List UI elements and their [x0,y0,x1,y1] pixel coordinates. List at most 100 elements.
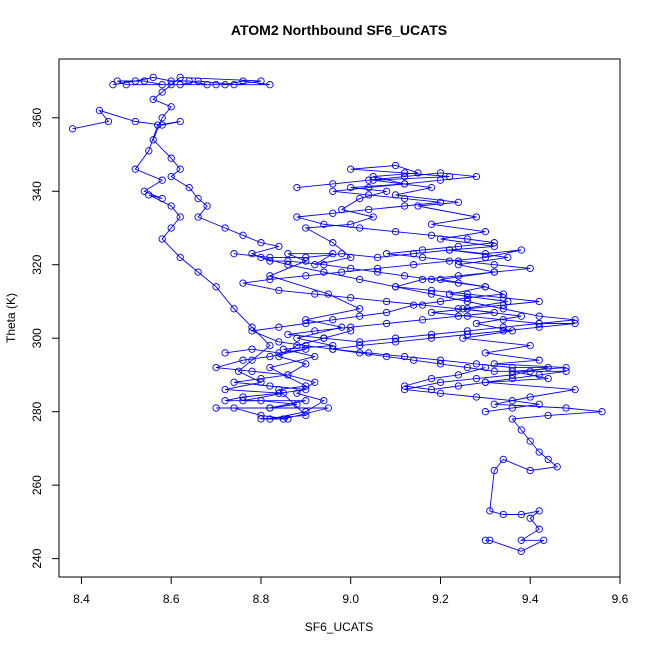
data-point [329,345,337,353]
data-point [427,290,436,298]
data-point [293,213,301,221]
data-point [109,81,117,89]
data-point [203,81,211,89]
data-point [302,319,310,328]
data-point [302,253,310,262]
data-point [140,77,148,85]
data-point [382,308,391,317]
data-point [248,327,256,335]
data-point [167,172,175,181]
data-point [454,382,463,390]
data-point [176,165,184,173]
data-point [149,136,157,144]
data-point [248,323,256,331]
data-point [248,250,256,258]
data-point [409,356,418,364]
data-point [293,389,301,397]
data-point [409,261,418,269]
data-point [490,367,498,375]
data-point [356,275,364,284]
data-point [400,194,409,203]
data-point [418,275,427,284]
data-point [400,272,409,280]
data-point [454,305,463,313]
data-point [418,253,427,262]
data-point [311,352,319,361]
chart-title: ATOM2 Northbound SF6_UCATS [231,22,447,38]
data-point [463,297,472,306]
data-point [499,455,507,464]
data-point [167,202,175,210]
data-point [409,301,418,309]
data-point [347,165,355,173]
data-point [230,250,238,258]
data-point [365,183,373,192]
x-tick-label: 8.4 [73,592,90,606]
data-point [463,305,472,313]
data-point [311,290,319,298]
y-axis: 240 260 280 300 320 340 360 [30,107,60,569]
data-point [414,202,422,210]
data-point [338,250,346,258]
plot-frame [58,58,621,578]
data-point [382,352,391,361]
data-point [158,176,166,184]
data-point [95,106,104,115]
data-point [499,323,507,331]
data-point [347,323,355,331]
data-point [463,363,472,372]
data-point [104,117,113,126]
data-point [517,426,525,434]
data-point [293,400,301,408]
data-point [324,404,332,412]
data-point [266,404,274,412]
data-point [391,283,400,291]
data-point [427,308,436,317]
series-line-2 [112,76,567,391]
data-point [571,316,579,324]
data-point [167,103,175,111]
data-point [562,404,570,412]
data-point [481,536,490,544]
data-point [490,242,498,251]
data-point [454,312,463,320]
data-point [535,507,543,515]
data-point [212,283,220,291]
data-point [499,316,507,324]
data-point [356,338,364,346]
data-point [472,360,481,368]
data-point [445,290,454,298]
data-point [490,268,498,276]
data-point [499,301,507,309]
data-point [463,235,472,243]
data-point [320,220,328,228]
data-point [490,308,498,317]
data-point [266,415,274,423]
data-point [517,536,525,544]
data-point [373,268,382,276]
data-point [526,437,534,445]
data-point [526,367,534,375]
data-point [329,239,337,247]
data-point [391,338,400,346]
data-point [131,165,139,173]
data-point [400,202,409,210]
data-point [167,81,175,89]
data-point [311,261,319,269]
data-point [517,312,525,320]
data-point [391,228,400,236]
data-point [185,183,193,192]
data-point [275,242,283,251]
data-point [239,279,247,287]
data-point [320,261,328,269]
data-point [463,294,472,302]
data-point [499,290,507,298]
data-point [194,268,202,276]
data-point [571,319,579,328]
data-point [535,400,543,408]
data-point [212,363,220,372]
data-point [382,297,391,306]
data-point [131,117,139,126]
data-point [486,507,494,515]
data-point [517,246,525,254]
